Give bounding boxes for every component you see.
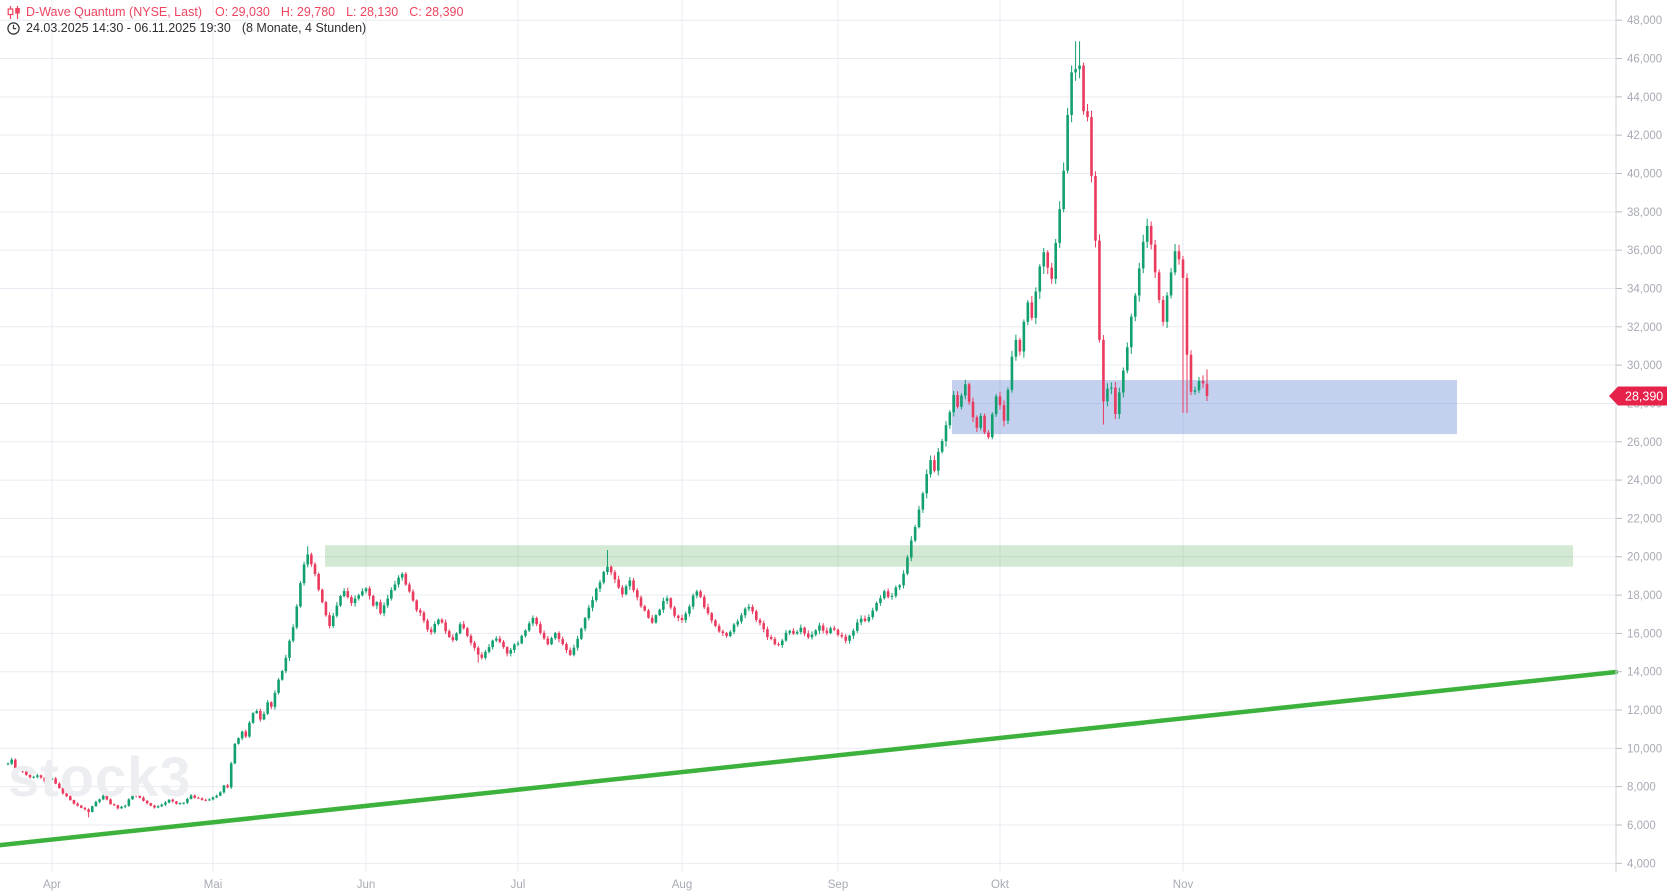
x-axis-label: Okt bbox=[991, 879, 1010, 891]
y-axis-label: 6,000 bbox=[1627, 820, 1656, 832]
y-axis-label: 14,000 bbox=[1627, 667, 1662, 679]
zones bbox=[325, 380, 1573, 567]
y-axis-label: 30,000 bbox=[1627, 360, 1662, 372]
y-axis-label: 38,000 bbox=[1627, 207, 1662, 219]
y-axis-label: 40,000 bbox=[1627, 168, 1662, 180]
y-axis-label: 34,000 bbox=[1627, 283, 1662, 295]
chart-header: D-Wave Quantum (NYSE, Last) O: 29,030 H:… bbox=[6, 4, 474, 36]
trendline-layer bbox=[0, 669, 1619, 848]
gridlines bbox=[0, 0, 1616, 872]
y-axis-label: 44,000 bbox=[1627, 92, 1662, 104]
y-axis-label: 42,000 bbox=[1627, 130, 1662, 142]
y-axis-label: 10,000 bbox=[1627, 743, 1662, 755]
last-price-tag: 28,390 bbox=[1609, 386, 1667, 406]
last-price-value: 28,390 bbox=[1625, 389, 1663, 403]
x-axis-label: Apr bbox=[43, 879, 61, 891]
support-zone bbox=[325, 545, 1573, 567]
y-axis-label: 48,000 bbox=[1627, 15, 1662, 27]
y-axis-label: 18,000 bbox=[1627, 590, 1662, 602]
date-range: 24.03.2025 14:30 - 06.11.2025 19:30 bbox=[26, 21, 231, 35]
y-axis-label: 22,000 bbox=[1627, 513, 1662, 525]
ohlc-low: L: 28,130 bbox=[346, 5, 399, 19]
y-axis-label: 26,000 bbox=[1627, 437, 1662, 449]
x-axis-label: Mai bbox=[204, 879, 223, 891]
x-axis-label: Nov bbox=[1173, 879, 1194, 891]
y-axis-label: 24,000 bbox=[1627, 475, 1662, 487]
y-axis-label: 16,000 bbox=[1627, 628, 1662, 640]
ohlc-open: O: 29,030 bbox=[214, 5, 270, 19]
x-axis-label: Sep bbox=[828, 879, 848, 891]
candlestick-icon bbox=[6, 5, 21, 19]
y-axis-label: 46,000 bbox=[1627, 54, 1662, 66]
watermark: stock3 bbox=[8, 745, 192, 808]
ohlc-close: C: 28,390 bbox=[409, 5, 464, 19]
x-axis-label: Jul bbox=[511, 879, 526, 891]
timeframe-label: (8 Monate, 4 Stunden) bbox=[241, 21, 367, 35]
axes: 48,000 46,000 44,000 42,000 40,000 38,000 36,0… bbox=[43, 0, 1662, 891]
y-axis-label: 12,000 bbox=[1627, 705, 1662, 717]
y-axis-label: 4,000 bbox=[1627, 858, 1656, 870]
clock-icon bbox=[6, 21, 21, 35]
ohlc-high: H: 29,780 bbox=[280, 5, 336, 19]
x-axis-label: Aug bbox=[672, 879, 692, 891]
candles-layer bbox=[6, 41, 1209, 818]
symbol-name: D-Wave Quantum (NYSE, Last) bbox=[26, 5, 202, 19]
trendline[interactable] bbox=[0, 669, 1619, 848]
x-axis-label: Jun bbox=[357, 879, 376, 891]
resistance-zone bbox=[952, 380, 1457, 435]
y-axis-label: 20,000 bbox=[1627, 552, 1662, 564]
y-axis-label: 8,000 bbox=[1627, 782, 1656, 794]
y-axis-label: 32,000 bbox=[1627, 322, 1662, 334]
y-axis-label: 36,000 bbox=[1627, 245, 1662, 257]
